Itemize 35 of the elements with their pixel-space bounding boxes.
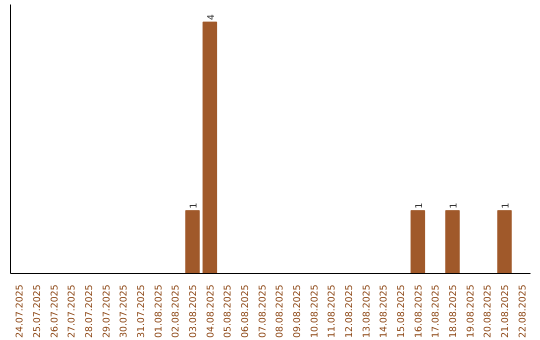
- x-tick-label: 27.07.2025: [66, 284, 78, 338]
- x-tick-label: 09.08.2025: [292, 284, 303, 338]
- x-tick-label: 22.08.2025: [517, 284, 528, 338]
- x-tick-label: 03.08.2025: [188, 284, 199, 338]
- x-tick-label: 10.08.2025: [309, 284, 320, 338]
- x-tick-label: 21.08.2025: [500, 284, 511, 338]
- x-tick-label: 06.08.2025: [240, 284, 251, 338]
- x-tick-label: 25.07.2025: [32, 284, 43, 338]
- x-tick-label: 11.08.2025: [326, 284, 338, 338]
- x-tick-label: 24.07.2025: [14, 284, 26, 338]
- x-tick-label: 08.08.2025: [274, 284, 286, 338]
- x-tick-label: 31.07.2025: [136, 284, 147, 338]
- data-label: 1: [500, 202, 512, 209]
- x-tick-label: 14.08.2025: [378, 284, 390, 338]
- data-label: 1: [414, 202, 425, 209]
- x-tick-label: 05.08.2025: [222, 284, 234, 338]
- x-tick-label: 07.08.2025: [257, 284, 268, 338]
- data-label: 1: [448, 202, 460, 209]
- x-tick-label: 20.08.2025: [482, 284, 494, 338]
- x-tick-label: 12.08.2025: [344, 284, 355, 338]
- x-tick-label: 17.08.2025: [430, 284, 442, 338]
- x-tick-label: 19.08.2025: [465, 284, 476, 338]
- x-tick-label: 13.08.2025: [361, 284, 372, 338]
- data-label: 1: [188, 202, 200, 209]
- x-tick-label: 15.08.2025: [396, 284, 407, 338]
- x-tick-label: 02.08.2025: [170, 284, 182, 338]
- x-tick-label: 26.07.2025: [49, 284, 60, 338]
- x-tick-label: 18.08.2025: [448, 284, 459, 338]
- x-tick-label: 30.07.2025: [118, 284, 130, 338]
- x-tick-label: 28.07.2025: [84, 284, 95, 338]
- x-tick-label: 16.08.2025: [413, 284, 424, 338]
- data-label: 4: [206, 14, 217, 20]
- x-tick-label: 01.08.2025: [153, 284, 164, 338]
- x-tick-label: 04.08.2025: [205, 284, 216, 338]
- x-tick-label: 29.07.2025: [101, 284, 112, 338]
